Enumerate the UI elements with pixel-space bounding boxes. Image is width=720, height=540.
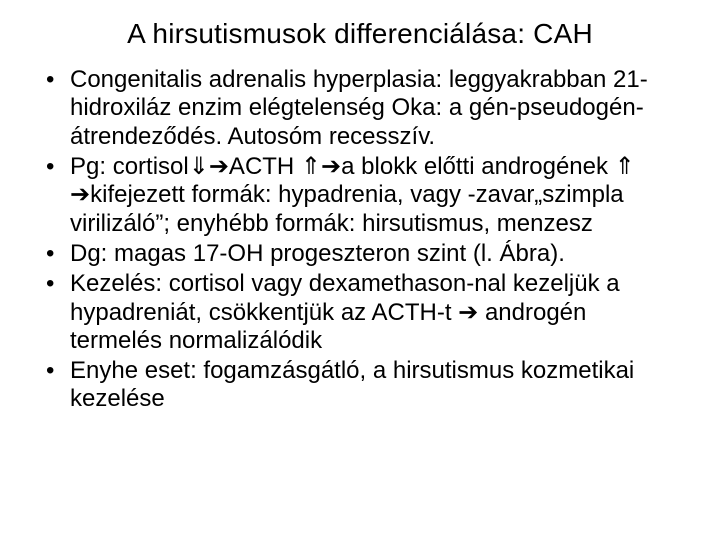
list-item: Pg: cortisol⇓➔ACTH ⇑➔a blokk előtti andr… [40, 153, 680, 238]
slide-title: A hirsutismusok differenciálása: CAH [40, 18, 680, 50]
list-item: Enyhe eset: fogamzásgátló, a hirsutismus… [40, 357, 680, 414]
list-item: Dg: magas 17-OH progeszteron szint (l. Á… [40, 240, 680, 268]
list-item: Kezelés: cortisol vagy dexamethason-nal … [40, 270, 680, 355]
slide: A hirsutismusok differenciálása: CAH Con… [0, 0, 720, 540]
list-item: Congenitalis adrenalis hyperplasia: legg… [40, 66, 680, 151]
bullet-list: Congenitalis adrenalis hyperplasia: legg… [40, 66, 680, 414]
